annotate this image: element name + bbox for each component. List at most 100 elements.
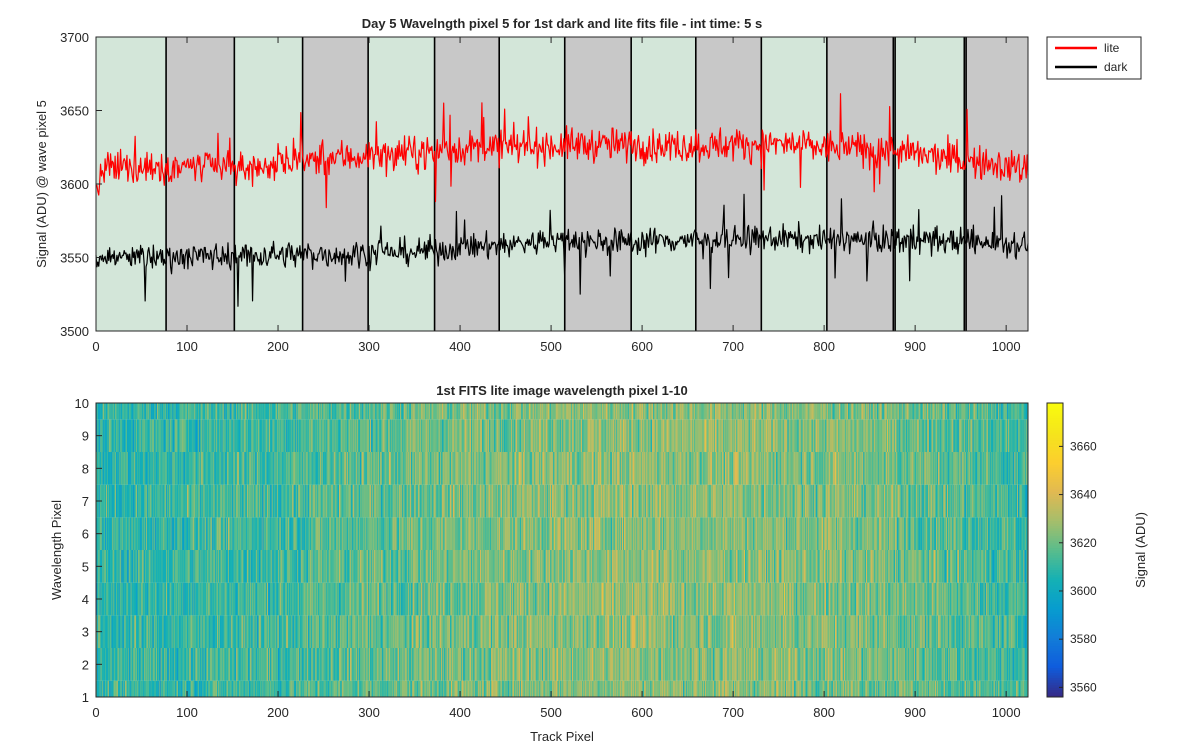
heatmap-cell (511, 615, 514, 648)
x-tick-label: 0 (92, 339, 99, 354)
heatmap-cell (173, 582, 175, 616)
heatmap-cell (247, 582, 249, 616)
heatmap-cell (365, 648, 367, 681)
heatmap-cell (434, 550, 436, 583)
heatmap-cell (282, 550, 284, 583)
heatmap-cell (673, 582, 675, 616)
heatmap-cell (941, 680, 943, 697)
heatmap-cell (1008, 680, 1011, 697)
heatmap-cell (170, 615, 172, 648)
heatmap-cell (691, 550, 693, 583)
heatmap-cell (825, 582, 827, 616)
heatmap-cell (343, 615, 345, 648)
heatmap-cell (614, 615, 617, 648)
heatmap-cell (545, 550, 547, 583)
heatmap-cell (207, 615, 210, 648)
heatmap-cell (321, 648, 323, 681)
heatmap-cell (454, 550, 456, 583)
heatmap-cell (673, 648, 676, 681)
heatmap-cell (405, 615, 407, 648)
heatmap-cell (101, 550, 103, 583)
heatmap-cell (591, 648, 593, 681)
heatmap-cell (685, 680, 688, 697)
heatmap-cell (431, 680, 434, 697)
heatmap-cell (487, 615, 489, 648)
heatmap-cell (895, 648, 897, 681)
heatmap-cell (294, 648, 296, 681)
heatmap-cell (443, 550, 445, 583)
heatmap-cell (318, 582, 320, 616)
heatmap-cell (183, 582, 185, 616)
heatmap-cell (703, 615, 705, 648)
heatmap-cell (416, 680, 418, 697)
heatmap-cell (339, 648, 341, 681)
heatmap-cell (723, 680, 725, 697)
heatmap-cell (816, 615, 819, 648)
heatmap-cell (135, 615, 137, 648)
heatmap-cell (718, 550, 720, 583)
heatmap-cell (410, 550, 413, 583)
heatmap-cell (612, 648, 615, 681)
heatmap-cell (187, 648, 189, 681)
heatmap-cell (429, 582, 431, 616)
heatmap-cell (429, 680, 431, 697)
heatmap-cell (490, 582, 492, 616)
heatmap-cell (389, 550, 391, 583)
heatmap-cell (452, 582, 455, 616)
heatmap-cell (703, 582, 705, 616)
heatmap-cell (449, 615, 451, 648)
heatmap-cell (673, 615, 676, 648)
heatmap-cell (193, 615, 195, 648)
heatmap-cell (354, 550, 356, 583)
heatmap-cell (630, 550, 632, 583)
heatmap-cell (627, 582, 629, 616)
heatmap-cell (505, 648, 507, 681)
heatmap-cell (216, 550, 218, 583)
heatmap-cell (756, 648, 759, 681)
heatmap-cell (727, 615, 729, 648)
heatmap-cell (554, 648, 556, 681)
heatmap-cell (510, 582, 512, 616)
heatmap-cell (621, 550, 623, 583)
heatmap-cell (746, 680, 749, 697)
heatmap-cell (399, 680, 401, 697)
heatmap-cell (536, 615, 538, 648)
heatmap-cell (581, 550, 583, 583)
heatmap-cell (597, 648, 599, 681)
heatmap-cell (902, 615, 904, 648)
heatmap-cell (157, 648, 160, 681)
heatmap-cell (552, 550, 555, 583)
heatmap-cell (825, 550, 828, 583)
heatmap-cell (835, 648, 838, 681)
heatmap-cell (962, 648, 964, 681)
heatmap-cell (712, 615, 714, 648)
heatmap-cell (474, 680, 476, 697)
heatmap-cell (226, 648, 228, 681)
heatmap-cell (146, 680, 148, 697)
heatmap-cell (998, 680, 1001, 697)
heatmap-cell (347, 550, 349, 583)
heatmap-cell (918, 582, 921, 616)
heatmap-cell (212, 615, 214, 648)
heatmap-cell (218, 582, 221, 616)
heatmap-cell (412, 680, 414, 697)
heatmap-cell (133, 615, 135, 648)
heatmap-cell (128, 550, 131, 583)
heatmap-cell (702, 615, 704, 648)
heatmap-cell (781, 648, 783, 681)
heatmap-cell (134, 582, 136, 616)
heatmap-cell (496, 615, 498, 648)
heatmap-cell (651, 582, 653, 616)
heatmap-cell (644, 680, 647, 697)
heatmap-cell (916, 680, 918, 697)
heatmap-cell (956, 680, 958, 697)
heatmap-cell (204, 648, 206, 681)
heatmap-cell (541, 648, 543, 681)
heatmap-cell (837, 582, 840, 616)
heatmap-cell (542, 550, 545, 583)
background-band (368, 37, 435, 331)
heatmap-cell (410, 648, 413, 681)
heatmap-cell (477, 680, 479, 697)
heatmap-cell (985, 648, 987, 681)
heatmap-cell (246, 648, 248, 681)
